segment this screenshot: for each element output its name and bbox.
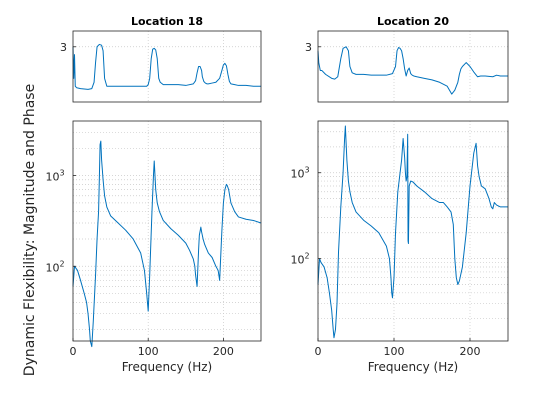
- panel-0-grid: [73, 31, 261, 102]
- panel-1-axes-box: [317, 30, 509, 103]
- panel-1-series-line-0: [317, 46, 508, 95]
- panel-3-background: [318, 121, 508, 341]
- panel-3-ytick-label-1: 103: [290, 166, 309, 181]
- panel-2-ytick-label-exponent: 2: [59, 259, 64, 268]
- panel-2-series-line-0: [72, 140, 262, 348]
- panel-2-background: [73, 121, 261, 341]
- panel-3-ytick-label-exponent: 2: [304, 252, 309, 261]
- panel-1-title: Location 20: [377, 15, 449, 28]
- panel-2-xtick-label-1: 100: [138, 345, 159, 358]
- panel-3-grid: [318, 121, 508, 341]
- panel-3-x-axis-label: Frequency (Hz): [368, 360, 459, 374]
- panel-3-axes-box: [317, 120, 509, 342]
- panel-3-ytick-label-exponent: 3: [304, 166, 309, 175]
- panel-2-xtick-label-2: 200: [213, 345, 234, 358]
- panel-3-xtick-label-0: 0: [315, 345, 322, 358]
- panel-2-ytick-label-exponent: 3: [59, 169, 64, 178]
- panel-2-grid: [73, 121, 261, 341]
- panel-2-ytick-label-0: 102: [45, 259, 64, 274]
- panel-0-title: Location 18: [131, 15, 203, 28]
- panel-0-axes-box: [72, 30, 262, 103]
- panel-0-background: [73, 31, 261, 102]
- panel-2-xtick-label-0: 0: [70, 345, 77, 358]
- figure-y-axis-label: Dynamic Flexibility: Magnitude and Phase: [22, 84, 38, 376]
- panel-1-background: [318, 31, 508, 102]
- panel-2-x-axis-label: Frequency (Hz): [122, 360, 213, 374]
- panel-0-series-line-0: [72, 43, 261, 90]
- panel-3-series-line-0: [317, 125, 508, 339]
- panel-3-xtick-label-1: 100: [384, 345, 405, 358]
- panel-3-xtick-label-2: 200: [460, 345, 481, 358]
- panel-2-ytick-label-1: 103: [45, 169, 64, 184]
- panel-0: Location 18 3: [60, 15, 262, 103]
- panel-0-ytick-label-0: 3: [60, 41, 67, 54]
- panel-1: Location 20 3: [305, 15, 509, 103]
- panel-1-ytick-label-0: 3: [305, 41, 312, 54]
- panel-3-ytick-label-0: 102: [290, 252, 309, 267]
- panel-2-axes-box: [72, 120, 262, 342]
